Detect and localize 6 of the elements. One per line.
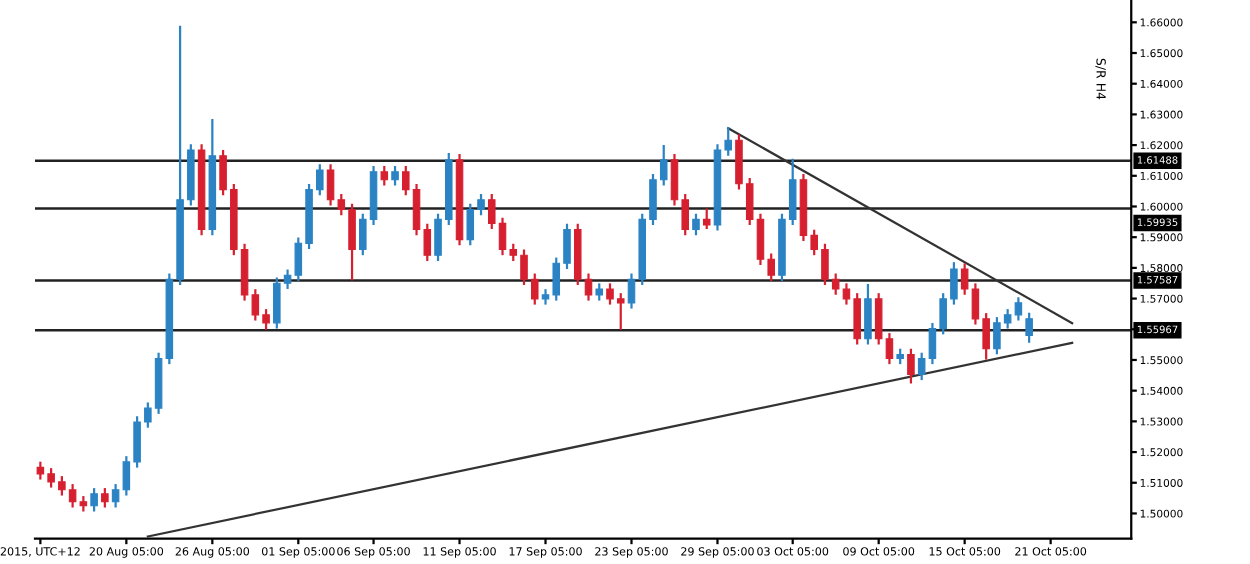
candlestick: [692, 213, 700, 236]
candlestick: [702, 208, 711, 230]
candlestick: [864, 283, 872, 345]
candlestick: [1025, 312, 1033, 343]
candlestick: [907, 348, 915, 384]
candlestick: [90, 488, 98, 512]
